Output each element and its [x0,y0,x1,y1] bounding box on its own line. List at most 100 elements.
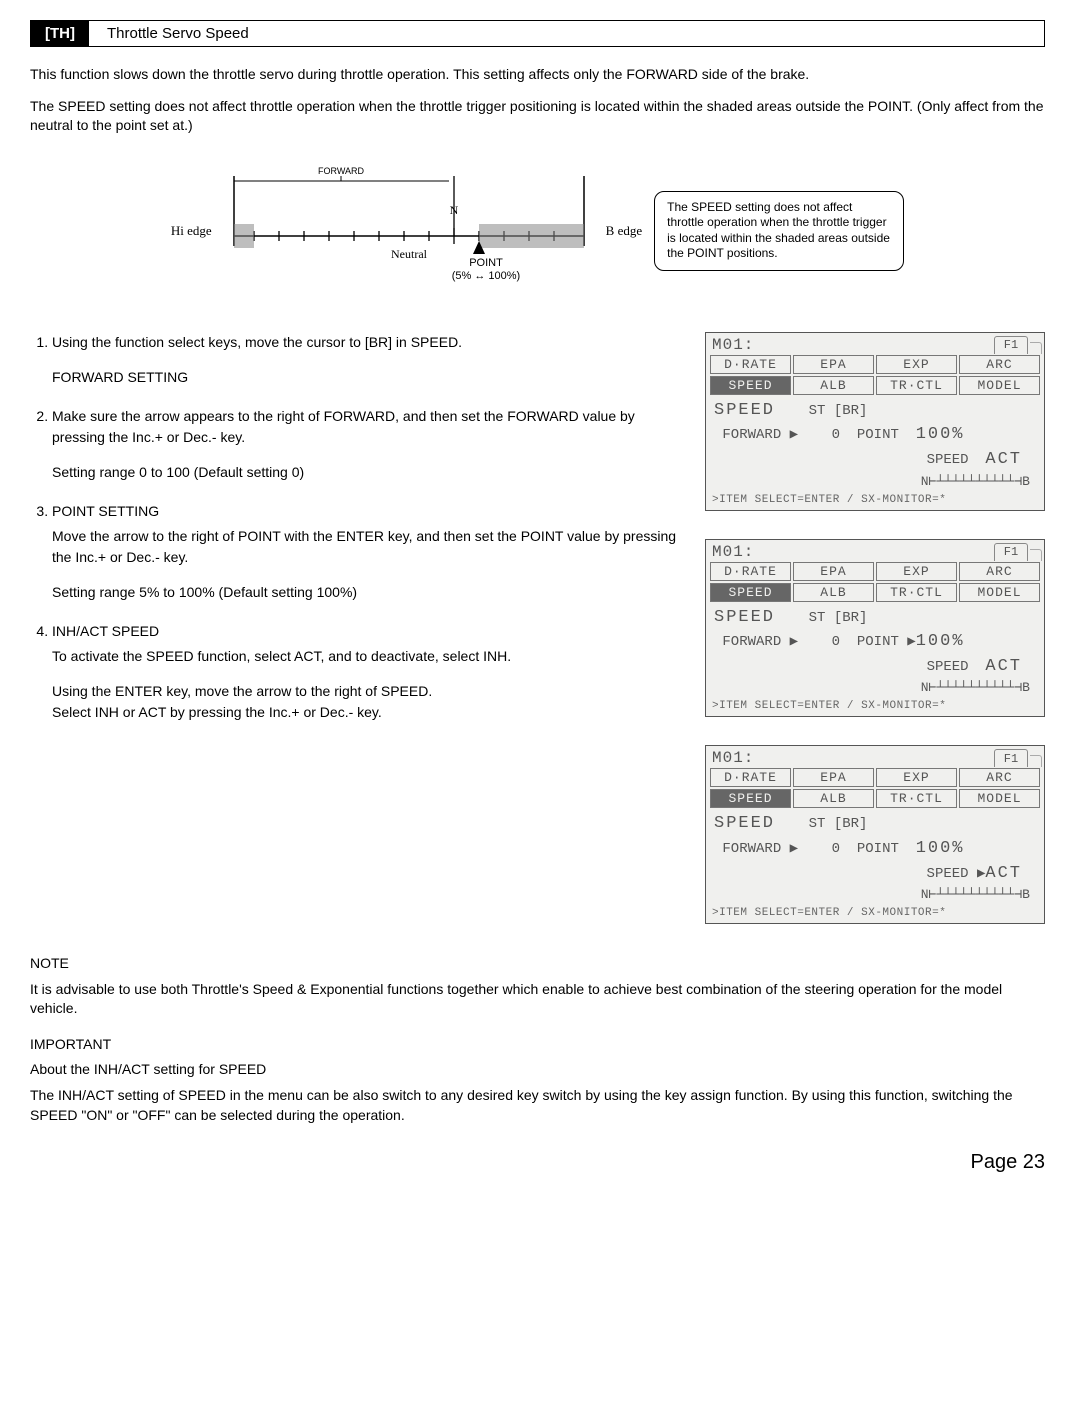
lcd3-tab-arc: ARC [959,768,1040,787]
lcd2-tab-arc: ARC [959,562,1040,581]
lcd-column: M01: F1 D·RATE EPA EXP ARC SPEED ALB TR·… [705,332,1045,924]
lcd2-forward: FORWARD ▶ [722,634,798,650]
step-4-text: To activate the SPEED function, select A… [52,646,681,667]
lcd2-tab-drate: D·RATE [710,562,791,581]
step-2-range: Setting range 0 to 100 (Default setting … [52,462,681,483]
lcd3-tab-exp: EXP [876,768,957,787]
important-body: The INH/ACT setting of SPEED in the menu… [30,1086,1045,1125]
lcd3-point-lbl: POINT [857,841,899,857]
intro-p2: The SPEED setting does not affect thrott… [30,97,1045,136]
lcd1-tab-model: MODEL [959,376,1040,395]
step-4-text-b: Using the ENTER key, move the arrow to t… [52,681,681,723]
step-3-title: POINT SETTING [52,503,159,519]
lcd2-speed-val: ACT [985,657,1022,676]
lcd2-model: M01: [708,543,994,561]
section-tag: [TH] [31,21,89,46]
lcd1-speed-val: ACT [985,450,1022,469]
lcd3-forward: FORWARD ▶ [722,841,798,857]
lcd3-tab-drate: D·RATE [710,768,791,787]
hi-edge-label: Hi edge [171,223,212,239]
lcd1-tab-speed: SPEED [710,376,791,395]
section-header: [TH] Throttle Servo Speed [30,20,1045,47]
lcd3-f1: F1 [994,749,1028,767]
page-number: Page 23 [30,1151,1045,1174]
lcd1-point-val: 100% [916,425,965,444]
lcd2-speed-lbl: SPEED [927,659,969,675]
lcd1-footer: >ITEM SELECT=ENTER / SX-MONITOR=* [708,494,1042,508]
lcd2-tab-alb: ALB [793,583,874,602]
neutral-label: Neutral [391,247,428,261]
lcd2-zero: 0 [832,634,840,650]
lcd1-tab-arc: ARC [959,355,1040,374]
lcd2-tab-trctl: TR·CTL [876,583,957,602]
lcd2-point-val: 100% [916,632,965,651]
step-3-text: Move the arrow to the right of POINT wit… [52,526,681,568]
steps-column: Using the function select keys, move the… [30,332,681,741]
lcd2-point-lbl: POINT ▶ [857,634,916,650]
lcd1-forward: FORWARD ▶ [722,427,798,443]
step-3-range: Setting range 5% to 100% (Default settin… [52,582,681,603]
step-4: INH/ACT SPEED To activate the SPEED func… [52,621,681,723]
lcd2-stbr: ST [BR] [809,610,868,626]
step-2: Make sure the arrow appears to the right… [52,406,681,483]
lcd3-tab-alb: ALB [793,789,874,808]
lcd1-model: M01: [708,336,994,354]
lcd3-tab-ghost [1030,755,1042,767]
lcd1-tab-trctl: TR·CTL [876,376,957,395]
lcd3-speed-lbl: SPEED ▶ [927,866,986,882]
lcd1-tab-drate: D·RATE [710,355,791,374]
lcd3-speed: SPEED [714,814,775,833]
lcd-screen-1: M01: F1 D·RATE EPA EXP ARC SPEED ALB TR·… [705,332,1045,511]
lcd2-speed: SPEED [714,608,775,627]
lcd1-stbr: ST [BR] [809,403,868,419]
diagram-note-box: The SPEED setting does not affect thrott… [654,191,904,271]
lcd3-tab-model: MODEL [959,789,1040,808]
note-body: It is advisable to use both Throttle's S… [30,980,1045,1019]
lcd3-point-val: 100% [916,839,965,858]
lcd2-tab-exp: EXP [876,562,957,581]
lcd3-tab-trctl: TR·CTL [876,789,957,808]
step-3: POINT SETTING Move the arrow to the righ… [52,501,681,603]
point-label: POINT [469,257,503,269]
step-4-title: INH/ACT SPEED [52,623,159,639]
step-2-title: FORWARD SETTING [52,367,681,388]
important-title: IMPORTANT [30,1035,1045,1055]
lcd2-tab-epa: EPA [793,562,874,581]
step-1: Using the function select keys, move the… [52,332,681,388]
important-sub: About the INH/ACT setting for SPEED [30,1060,1045,1080]
lcd3-tab-speed: SPEED [710,789,791,808]
lcd1-zero: 0 [832,427,840,443]
lcd1-tab-ghost [1030,342,1042,354]
lcd2-tab-ghost [1030,549,1042,561]
intro-p1: This function slows down the throttle se… [30,65,1045,85]
step-2-text: Make sure the arrow appears to the right… [52,408,635,445]
note-title: NOTE [30,954,1045,974]
lcd1-tab-alb: ALB [793,376,874,395]
lcd3-tab-epa: EPA [793,768,874,787]
lcd3-zero: 0 [832,841,840,857]
lcd2-footer: >ITEM SELECT=ENTER / SX-MONITOR=* [708,700,1042,714]
note-section: NOTE It is advisable to use both Throttl… [30,954,1045,1019]
throttle-diagram: FORWARD N Neutral POINT (5% ↔ 100%) [224,166,594,296]
lcd2-tab-model: MODEL [959,583,1040,602]
lcd1-speed: SPEED [714,401,775,420]
diagram-row: Hi edge FORWARD N Neutral [30,166,1045,296]
lcd1-speed-lbl: SPEED [927,452,969,468]
lcd2-tab-speed: SPEED [710,583,791,602]
lcd3-model: M01: [708,749,994,767]
lcd1-tab-exp: EXP [876,355,957,374]
lcd3-speed-val: ACT [985,864,1022,883]
lcd2-ruler: N⊢┴┴┴┴┴┴┴┴┴┴⊣B [714,679,1036,698]
lcd-screen-2: M01: F1 D·RATE EPA EXP ARC SPEED ALB TR·… [705,539,1045,718]
lcd3-footer: >ITEM SELECT=ENTER / SX-MONITOR=* [708,907,1042,921]
lcd1-f1: F1 [994,336,1028,354]
b-edge-label: B edge [606,223,642,239]
lcd1-point-lbl: POINT [857,427,899,443]
lcd1-ruler: N⊢┴┴┴┴┴┴┴┴┴┴⊣B [714,473,1036,492]
lcd-screen-3: M01: F1 D·RATE EPA EXP ARC SPEED ALB TR·… [705,745,1045,924]
lcd3-ruler: N⊢┴┴┴┴┴┴┴┴┴┴⊣B [714,886,1036,905]
lcd1-tab-epa: EPA [793,355,874,374]
step-1-text: Using the function select keys, move the… [52,334,462,350]
important-section: IMPORTANT About the INH/ACT setting for … [30,1035,1045,1125]
point-range: (5% ↔ 100%) [451,270,519,282]
